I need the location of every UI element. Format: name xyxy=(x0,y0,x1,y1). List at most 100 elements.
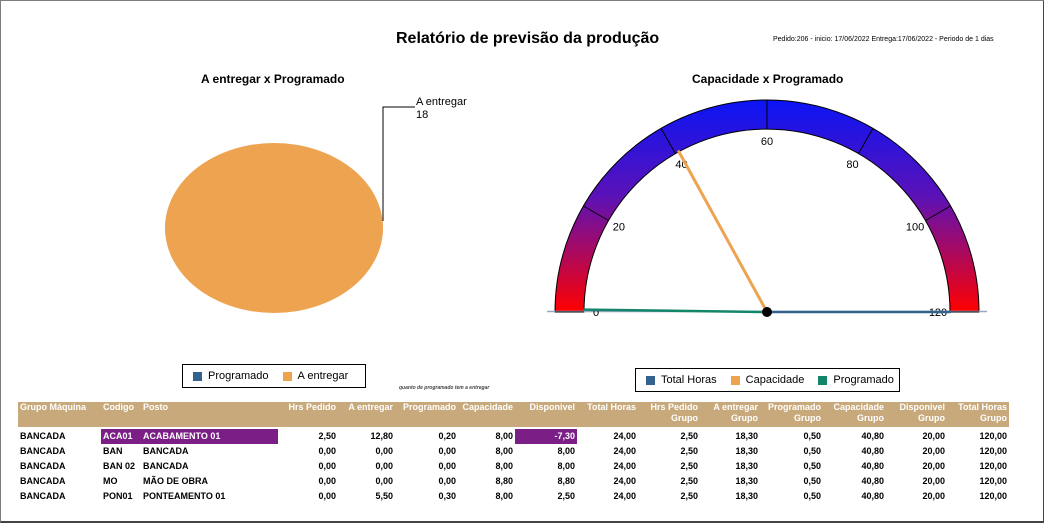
table-cell: BANCADA xyxy=(20,431,66,441)
gauge-legend-item: Programado xyxy=(818,374,894,386)
column-header: Hrs Pedido Grupo xyxy=(638,402,700,427)
table-cell: 0,00 xyxy=(375,476,393,486)
column-header-line: A entregar xyxy=(713,402,758,412)
gauge-tick-label: 100 xyxy=(906,222,924,234)
column-header: Programado xyxy=(395,402,458,427)
production-table: Grupo Máquina Codigo Posto Hrs Pedido A entr… xyxy=(18,402,1009,504)
pie-legend: Programado A entregar xyxy=(182,364,366,388)
table-cell: PONTEAMENTO 01 xyxy=(143,491,226,501)
table-cell: 2,50 xyxy=(680,491,698,501)
gauge-tick-label: 20 xyxy=(613,222,625,234)
gauge-tick-label: 0 xyxy=(593,307,599,319)
column-header-line: Programado xyxy=(402,402,456,412)
column-header-line: Grupo xyxy=(980,413,1007,423)
pie-slice xyxy=(165,143,383,313)
table-cell: BAN 02 xyxy=(103,461,136,471)
column-header: Posto xyxy=(141,402,278,427)
table-cell: 40,80 xyxy=(861,476,884,486)
table-cell: 0,00 xyxy=(375,461,393,471)
table-cell: 8,00 xyxy=(495,431,513,441)
column-header-line: Capacidade xyxy=(462,402,513,412)
legend-swatch xyxy=(818,375,828,385)
table-cell: 0,50 xyxy=(803,476,821,486)
column-header-line: Hrs Pedido xyxy=(650,402,698,412)
legend-swatch xyxy=(193,371,202,381)
table-cell: 0,30 xyxy=(438,491,456,501)
table-cell: ACABAMENTO 01 xyxy=(141,429,278,444)
table-cell: 18,30 xyxy=(735,491,758,501)
column-header: Codigo xyxy=(101,402,141,427)
table-cell: 2,50 xyxy=(680,461,698,471)
table-cell: 0,50 xyxy=(803,461,821,471)
table-row: BANCADA MO MÃO DE OBRA 0,00 0,00 0,00 8,80 8,80… xyxy=(18,474,1009,489)
table-cell: 8,80 xyxy=(495,476,513,486)
table-cell: 18,30 xyxy=(735,476,758,486)
table-cell: 0,50 xyxy=(803,491,821,501)
pie-note: quanto de programado tem a entregar xyxy=(399,385,490,391)
pie-label-name: A entregar xyxy=(416,96,467,108)
table-cell: 120,00 xyxy=(979,461,1007,471)
gauge-needle xyxy=(582,308,769,314)
column-header-line: Grupo xyxy=(857,413,884,423)
column-header-line: Hrs Pedido xyxy=(288,402,336,412)
pie-label-value: 18 xyxy=(416,109,428,121)
table-cell: BANCADA xyxy=(20,446,66,456)
table-cell: 18,30 xyxy=(735,431,758,441)
table-cell: 2,50 xyxy=(557,491,575,501)
table-cell: 24,00 xyxy=(613,461,636,471)
table-cell: 120,00 xyxy=(979,476,1007,486)
table-cell: 8,00 xyxy=(495,446,513,456)
column-header-line: Posto xyxy=(143,402,169,412)
legend-label: A entregar xyxy=(297,370,349,382)
table-cell: BANCADA xyxy=(20,491,66,501)
column-header: A entregar Grupo xyxy=(700,402,760,427)
column-header-line: Grupo Máquina xyxy=(20,402,86,412)
column-header: Hrs Pedido xyxy=(278,402,338,427)
table-cell: 0,20 xyxy=(438,431,456,441)
table-cell: 2,50 xyxy=(318,431,336,441)
table-cell: ACA01 xyxy=(101,429,141,444)
column-header-line: Disponivel xyxy=(529,402,575,412)
column-header: Total Horas xyxy=(577,402,638,427)
column-header-line: Programado xyxy=(767,402,821,412)
table-cell: 20,00 xyxy=(922,491,945,501)
table-cell: 120,00 xyxy=(979,491,1007,501)
table-cell: BANCADA xyxy=(143,461,189,471)
gauge-band xyxy=(554,99,980,313)
table-cell: MÃO DE OBRA xyxy=(143,476,208,486)
table-cell: 8,80 xyxy=(557,476,575,486)
legend-swatch xyxy=(646,375,655,385)
column-header: Capacidade xyxy=(458,402,515,427)
table-cell: 8,00 xyxy=(557,461,575,471)
table-cell: 0,00 xyxy=(438,461,456,471)
gauge-tick xyxy=(583,205,609,221)
gauge-hub xyxy=(762,307,772,317)
column-header-line: Disponivel xyxy=(899,402,945,412)
legend-swatch xyxy=(282,371,292,381)
table-cell: 8,00 xyxy=(495,461,513,471)
table-cell: 0,00 xyxy=(375,446,393,456)
table-cell: 24,00 xyxy=(613,491,636,501)
gauge-tick xyxy=(858,128,874,154)
table-cell: 0,00 xyxy=(318,446,336,456)
column-header-line: Codigo xyxy=(103,402,134,412)
legend-label: Programado xyxy=(208,370,269,382)
table-cell: 40,80 xyxy=(861,491,884,501)
legend-label: Total Horas xyxy=(661,374,717,386)
table-cell: MO xyxy=(103,476,118,486)
column-header-line: Grupo xyxy=(794,413,821,423)
table-cell: 0,50 xyxy=(803,446,821,456)
column-header-line: Capacidade xyxy=(833,402,884,412)
gauge-legend-item: Capacidade xyxy=(730,374,804,386)
table-cell: 20,00 xyxy=(922,446,945,456)
pie-legend-item: Programado xyxy=(193,370,269,382)
column-header-line: A entregar xyxy=(348,402,393,412)
legend-label: Programado xyxy=(833,374,894,386)
table-cell: 0,00 xyxy=(318,461,336,471)
table-cell: -7,30 xyxy=(515,429,577,444)
table-cell: 20,00 xyxy=(922,431,945,441)
table-cell: PON01 xyxy=(103,491,133,501)
gauge-chart-title: Capacidade x Programado xyxy=(692,72,844,86)
